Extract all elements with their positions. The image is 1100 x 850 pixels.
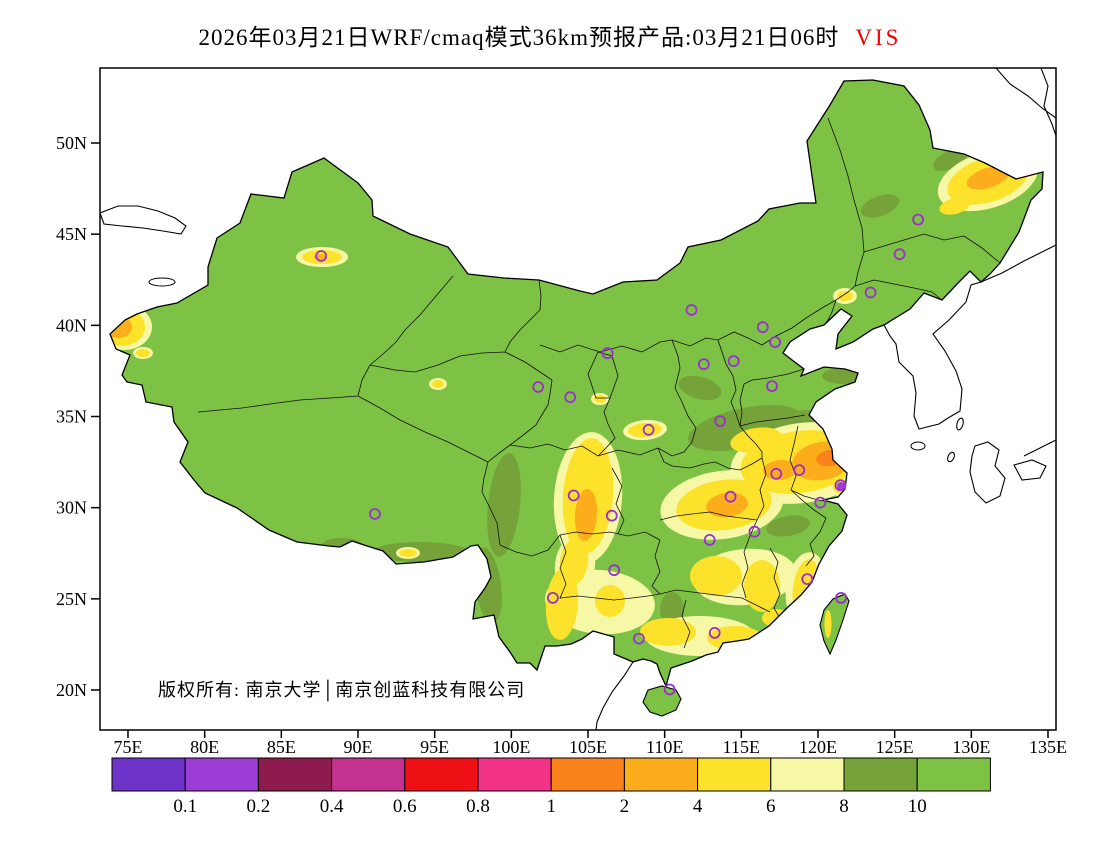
- station-marker: [532, 381, 545, 393]
- x-tick-label: 130E: [952, 737, 990, 757]
- lake-balkhash: [100, 205, 187, 235]
- china-border: [109, 79, 1044, 688]
- x-tick-label: 125E: [876, 737, 914, 757]
- coastline-korea: [883, 281, 982, 430]
- legend-color-cell: [623, 757, 699, 792]
- legend-color-cell: [404, 757, 479, 792]
- station-marker: [368, 508, 381, 520]
- coastline-vietnam: [595, 661, 634, 730]
- station-marker: [893, 248, 906, 261]
- y-tick-label: 40N: [56, 315, 87, 335]
- y-tick-label: 50N: [56, 133, 87, 153]
- legend-boundary-label: 0.8: [466, 796, 490, 817]
- station-marker: [727, 355, 740, 368]
- x-tick-label: 105E: [569, 737, 607, 757]
- x-tick-label: 110E: [646, 737, 683, 757]
- station-marker: [793, 464, 806, 477]
- legend-boundary-label: 0.4: [320, 796, 344, 817]
- station-marker: [835, 592, 847, 604]
- legend-boundary-label: 8: [839, 796, 849, 817]
- station-marker: [756, 321, 769, 334]
- x-tick-label: 95E: [420, 737, 449, 757]
- coastline-russia: [980, 68, 1056, 283]
- legend-boundary-label: 0.6: [393, 796, 417, 817]
- legend-color-cell: [843, 757, 918, 792]
- station-marker: [685, 304, 698, 316]
- station-marker: [748, 525, 761, 538]
- x-tick-label: 90E: [344, 737, 373, 757]
- x-tick-label: 115E: [723, 737, 760, 757]
- legend-boundary-label: 0.2: [247, 796, 271, 817]
- legend-color-cell: [331, 757, 406, 792]
- station-marker: [714, 415, 727, 428]
- station-marker: [703, 534, 716, 546]
- contour-low-vis-spot-shanghai: [837, 482, 845, 490]
- x-tick-label: 120E: [799, 737, 837, 757]
- legend-color-cell: [477, 757, 552, 792]
- station-marker: [769, 336, 781, 349]
- y-axis: 50N 45N 40N 35N 30N 25N 20N: [56, 133, 100, 700]
- station-marker: [547, 592, 559, 604]
- legend-boundary-label: 6: [766, 796, 776, 817]
- legend-color-cell: [184, 757, 259, 792]
- legend-boundary-label: 1: [546, 796, 556, 817]
- legend-color-cell: [550, 757, 625, 792]
- station-marker: [642, 423, 655, 436]
- legend-color-cell: [257, 757, 333, 792]
- legend-color-cell: [697, 757, 772, 792]
- station-marker: [663, 683, 676, 696]
- y-tick-label: 35N: [56, 407, 87, 427]
- legend-boundary-label: 0.1: [173, 796, 197, 817]
- chart-title-variable: VIS: [855, 25, 902, 50]
- x-tick-label: 100E: [492, 737, 530, 757]
- coastline-japan: [947, 417, 1056, 504]
- legend-color-cell: [111, 757, 186, 792]
- station-marker: [724, 490, 737, 503]
- station-marker: [834, 479, 847, 492]
- station-marker: [633, 632, 645, 645]
- chart-title: 2026年03月21日WRF/cmaq模式36km预报产品:03月21日06时 V…: [0, 18, 1100, 52]
- station-marker: [315, 250, 328, 262]
- taiwan-island: [819, 593, 850, 656]
- y-tick-label: 25N: [56, 589, 87, 609]
- lake-issyk-kul: [148, 277, 176, 287]
- china-landmass: [110, 80, 1043, 686]
- station-marker: [770, 467, 783, 480]
- station-marker: [567, 489, 580, 502]
- x-axis: 75E 80E 85E 90E 95E 100E 105E 110E 115E 120E 125E 1…: [114, 730, 1067, 757]
- legend-boundary-label: 4: [693, 796, 703, 817]
- jeju-island: [910, 441, 926, 451]
- contour-taiwan-west: [824, 610, 832, 638]
- chart-title-main: 2026年03月21日WRF/cmaq模式36km预报产品:03月21日06时: [198, 25, 840, 50]
- y-tick-label: 20N: [56, 680, 87, 700]
- legend-boundary-label: 10: [908, 796, 927, 817]
- colorbar-legend: 0.1 0.2 0.4 0.6 0.8 1 2 4 6 8 10: [111, 757, 991, 817]
- legend-color-cell: [916, 757, 991, 792]
- station-marker: [564, 391, 577, 404]
- station-marker: [814, 496, 827, 509]
- copyright-text: 版权所有: 南京大学│南京创蓝科技有限公司: [158, 680, 526, 700]
- station-marker: [608, 564, 621, 577]
- x-tick-label: 80E: [190, 737, 219, 757]
- station-marker: [912, 213, 924, 226]
- station-marker: [766, 380, 778, 393]
- station-markers-group: [315, 213, 924, 696]
- legend-boundary-label: 2: [620, 796, 630, 817]
- station-marker: [708, 627, 721, 639]
- x-tick-label: 85E: [267, 737, 296, 757]
- station-marker: [601, 347, 614, 360]
- y-tick-label: 30N: [56, 498, 87, 518]
- x-tick-label: 75E: [114, 737, 143, 757]
- station-marker: [697, 358, 710, 371]
- province-borders: [197, 117, 1001, 649]
- station-marker: [801, 573, 814, 585]
- station-marker: [605, 509, 618, 522]
- station-marker: [864, 286, 877, 299]
- legend-color-cell: [770, 757, 845, 792]
- x-tick-label: 135E: [1029, 737, 1067, 757]
- y-tick-label: 45N: [56, 224, 87, 244]
